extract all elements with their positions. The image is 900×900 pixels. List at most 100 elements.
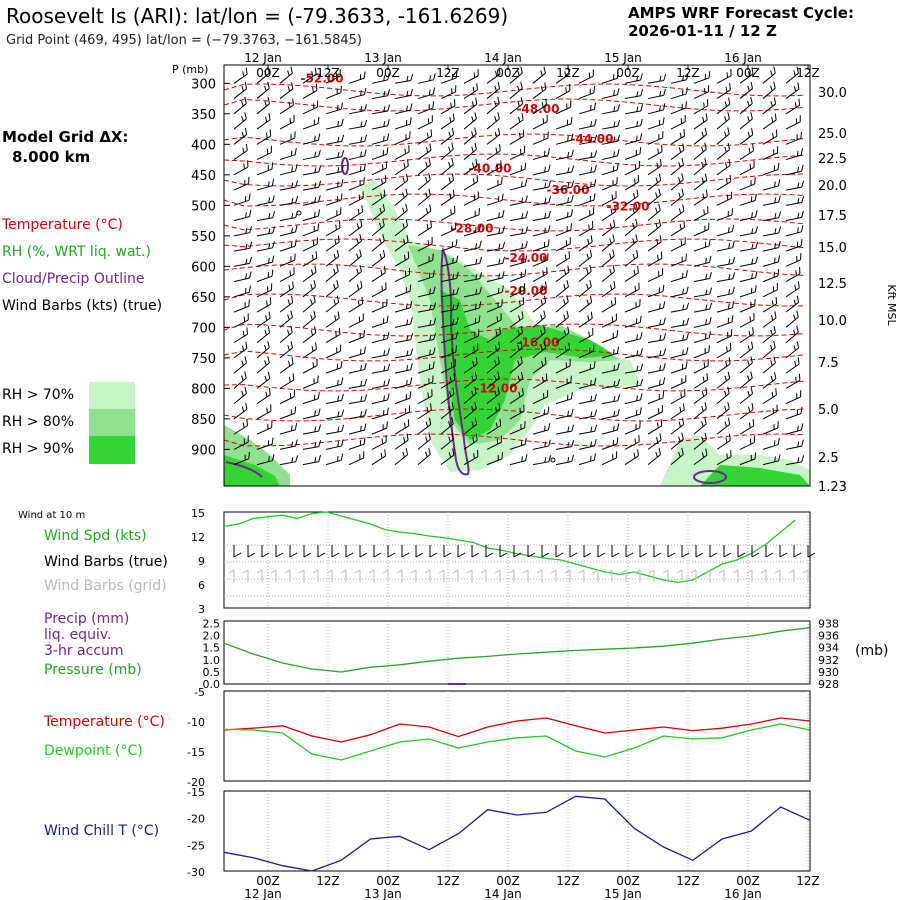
date-label-bottom: 14 Jan (484, 887, 522, 900)
wind-barb (463, 69, 479, 84)
wind-barb (647, 117, 665, 130)
wind-barb (739, 144, 754, 160)
wind-barb (417, 101, 435, 115)
wind-barb (233, 435, 249, 450)
isotherm-line (223, 193, 805, 207)
wind10m-barb-grid (550, 569, 557, 582)
wind-barb (509, 145, 526, 161)
wind-barb (578, 377, 597, 389)
wind-barb (256, 97, 270, 115)
wind-barb (394, 433, 409, 450)
isotherm-label: -20.00 (505, 284, 548, 298)
wind-barb (233, 160, 249, 176)
wind-barb (601, 437, 619, 450)
wind-barb (279, 295, 294, 313)
wind-barb (716, 386, 730, 405)
wind-barb (509, 356, 523, 374)
wind-barb (693, 71, 711, 84)
wind-barb (739, 356, 753, 374)
wind10m-barb-true (807, 545, 816, 558)
wind-barb (762, 81, 776, 99)
wind-barb (279, 225, 298, 237)
wind10m-barb-grid (564, 569, 571, 582)
wind-barb (417, 347, 436, 359)
wind-barb (624, 282, 640, 298)
p-tick-label: 400 (191, 138, 216, 153)
wind10m-barb-true (247, 545, 256, 558)
height-tick-label: 2.5 (818, 451, 839, 466)
precip-tick: 0.5 (203, 666, 221, 679)
wind-barb (716, 433, 731, 450)
wind-barb (233, 67, 248, 84)
isotherm-line (223, 133, 805, 147)
isotherm-label: -36.00 (547, 183, 590, 197)
wind-barb (279, 310, 293, 328)
wind-barb (417, 115, 433, 130)
wind-barb (624, 315, 642, 328)
wind-barb (463, 174, 479, 191)
height-tick-label: 10.0 (818, 314, 847, 329)
p-tick-label: 750 (191, 352, 216, 367)
p-tick-label: 900 (191, 443, 216, 458)
wind-barb (716, 175, 732, 191)
wind10m-barb-grid (606, 569, 613, 582)
wind-barb (348, 409, 367, 420)
wind-barb (325, 279, 339, 298)
x-tick-label-top: 12Z (556, 66, 580, 80)
wind-barb (670, 143, 685, 160)
wind10m-barb-true (597, 545, 606, 558)
wind-barb (440, 255, 459, 267)
wind-barb (716, 371, 731, 389)
wind10m-barb-true (639, 545, 648, 558)
wind-barb (509, 340, 523, 359)
x-tick-label-bottom: 00Z (616, 874, 640, 888)
wind-barb (739, 193, 757, 206)
wind-barb (624, 449, 639, 466)
wind10m-barb-true (779, 545, 788, 558)
wind-barb (716, 208, 734, 222)
wind10m-barb-grid (676, 569, 683, 582)
wind-barb (601, 119, 621, 130)
wind-speed-tick: 15 (191, 507, 205, 520)
wind-barb (325, 439, 344, 450)
wind-barb (670, 158, 684, 176)
wind-barb (463, 371, 478, 389)
wind10m-barb-grid (522, 569, 529, 582)
wind-barb (394, 203, 408, 221)
wind10m-barb-grid (354, 569, 361, 582)
wind-barb (302, 116, 320, 130)
wind-barb (624, 393, 643, 405)
wind-barb (693, 402, 707, 420)
cloud-outline-main (440, 246, 470, 476)
wind-barb (371, 119, 390, 130)
wind-barb (716, 286, 735, 298)
wind-chill-tick: -20 (187, 813, 205, 826)
wind-barb (670, 220, 686, 237)
wind-barb (348, 378, 368, 389)
x-tick-label-top: 12Z (436, 66, 460, 80)
date-label-top: 13 Jan (364, 51, 402, 65)
calm-marker (296, 210, 302, 216)
wind-barb (578, 361, 596, 374)
x-tick-label-top: 00Z (256, 66, 280, 80)
wind-barb (486, 256, 506, 267)
wind-barb (601, 104, 620, 115)
p-tick-label: 450 (191, 169, 216, 184)
wind-barb (670, 129, 686, 145)
wind-barb (325, 165, 344, 176)
wind-barb (302, 209, 321, 222)
precip-tick: 2.5 (203, 617, 221, 630)
wind-barb (417, 318, 437, 328)
x-tick-label-top: 00Z (496, 66, 520, 80)
wind-barb (601, 88, 620, 100)
wind-barb (716, 450, 732, 466)
wind-barb (233, 193, 251, 206)
wind-barb (762, 129, 778, 145)
wind-barb (509, 388, 524, 405)
wind-barb (647, 131, 664, 145)
wind-barb (394, 267, 411, 283)
wind-barb (601, 378, 621, 389)
wind-barb (532, 357, 547, 374)
wind-barb (417, 73, 436, 84)
